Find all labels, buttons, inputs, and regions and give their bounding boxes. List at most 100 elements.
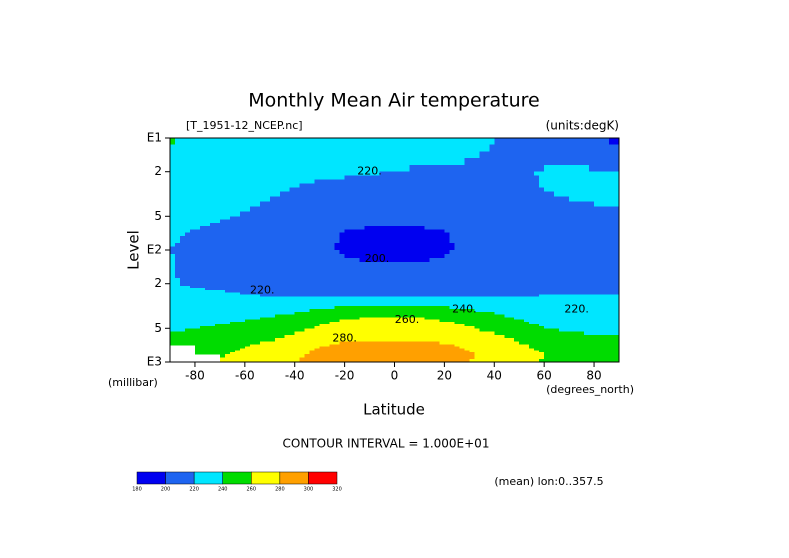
- contour-cell: [569, 206, 575, 212]
- contour-cell: [404, 144, 411, 153]
- contour-cell: [249, 306, 256, 310]
- contour-cell: [359, 265, 366, 271]
- contour-cell: [509, 151, 515, 159]
- contour-cell: [419, 226, 426, 230]
- contour-cell: [464, 311, 470, 316]
- contour-cell: [229, 299, 236, 303]
- contour-cell: [584, 283, 590, 287]
- contour-cell: [599, 164, 605, 173]
- contour-cell: [539, 219, 545, 224]
- contour-cell: [429, 243, 436, 248]
- contour-cell: [544, 196, 550, 202]
- contour-cell: [244, 211, 251, 217]
- contour-cell: [259, 187, 266, 193]
- contour-cell: [199, 257, 206, 263]
- contour-cell: [344, 239, 351, 244]
- contour-cell: [594, 296, 600, 299]
- contour-cell: [494, 250, 500, 255]
- contour-cell: [229, 211, 236, 217]
- contour-cell: [589, 187, 595, 193]
- contour-cell: [429, 175, 436, 181]
- contour-cell: [484, 306, 490, 310]
- contour-cell: [389, 265, 396, 271]
- contour-cell: [259, 138, 266, 146]
- contour-cell: [604, 191, 610, 198]
- contour-cell: [454, 290, 460, 293]
- contour-cell: [174, 296, 181, 299]
- contour-cell: [604, 229, 610, 234]
- contour-cell: [474, 303, 480, 307]
- contour-cell: [469, 138, 475, 146]
- contour-cell: [404, 323, 411, 327]
- contour-cell: [579, 243, 585, 248]
- contour-cell: [399, 292, 406, 296]
- contour-cell: [204, 285, 211, 289]
- contour-cell: [419, 239, 426, 244]
- contour-cell: [224, 280, 231, 285]
- contour-cell: [184, 314, 191, 319]
- contour-cell: [519, 138, 525, 146]
- contour-cell: [299, 275, 306, 279]
- contour-cell: [474, 290, 480, 293]
- contour-cell: [459, 283, 465, 287]
- contour-cell: [239, 275, 246, 279]
- contour-cell: [374, 301, 381, 305]
- contour-cell: [249, 164, 256, 173]
- contour-cell: [464, 275, 470, 279]
- contour-cell: [584, 171, 590, 177]
- contour-cell: [404, 211, 411, 217]
- contour-cell: [339, 275, 346, 279]
- contour-cell: [229, 246, 236, 251]
- contour-cell: [244, 239, 251, 244]
- contour-cell: [189, 257, 196, 263]
- contour-cell: [259, 151, 266, 159]
- contour-cell: [379, 211, 386, 217]
- contour-cell: [579, 171, 585, 177]
- contour-cell: [374, 164, 381, 173]
- contour-cell: [264, 171, 271, 177]
- contour-cell: [299, 301, 306, 305]
- contour-cell: [170, 278, 176, 282]
- contour-cell: [614, 296, 620, 299]
- contour-cell: [269, 294, 276, 297]
- contour-cell: [314, 253, 321, 259]
- contour-cell: [324, 236, 331, 241]
- contour-cell: [184, 187, 191, 193]
- contour-cell: [379, 229, 386, 234]
- contour-cell: [239, 239, 246, 244]
- contour-cell: [359, 278, 366, 282]
- contour-cell: [269, 144, 276, 153]
- contour-cell: [369, 253, 376, 259]
- contour-cell: [409, 257, 416, 263]
- contour-cell: [579, 321, 585, 325]
- contour-cell: [179, 323, 186, 327]
- contour-cell: [584, 296, 590, 299]
- contour-cell: [454, 294, 460, 297]
- contour-cell: [529, 201, 535, 207]
- contour-cell: [429, 187, 436, 193]
- contour-cell: [554, 299, 560, 303]
- contour-cell: [614, 294, 620, 297]
- contour-cell: [494, 314, 500, 319]
- contour-cell: [204, 175, 211, 181]
- contour-cell: [404, 278, 411, 282]
- contour-cell: [309, 294, 316, 297]
- contour-cell: [524, 299, 530, 303]
- contour-cell: [170, 246, 176, 251]
- contour-cell: [239, 319, 246, 323]
- contour-cell: [514, 285, 520, 289]
- contour-cell: [409, 138, 416, 146]
- contour-cell: [269, 239, 276, 244]
- contour-cell: [184, 257, 191, 263]
- contour-cell: [254, 323, 261, 327]
- contour-cell: [349, 261, 356, 267]
- contour-cell: [289, 226, 296, 230]
- contour-cell: [419, 243, 426, 248]
- contour-cell: [399, 306, 406, 310]
- contour-cell: [414, 219, 421, 224]
- contour-cell: [479, 296, 485, 299]
- contour-cell: [184, 201, 191, 207]
- contour-cell: [489, 222, 495, 227]
- contour-cell: [569, 222, 575, 227]
- contour-cell: [594, 216, 600, 221]
